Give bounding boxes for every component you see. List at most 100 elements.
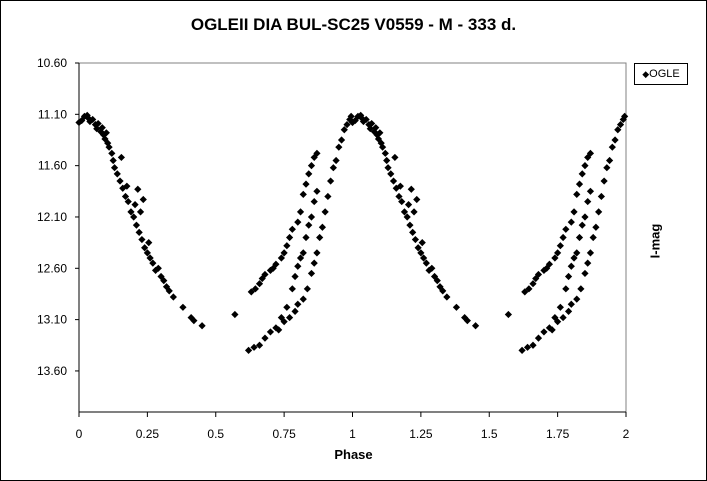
data-point bbox=[463, 317, 471, 325]
data-point bbox=[409, 228, 417, 236]
data-point bbox=[102, 129, 110, 137]
data-point bbox=[521, 288, 529, 296]
data-point bbox=[329, 164, 337, 172]
data-point bbox=[108, 149, 116, 157]
data-point bbox=[378, 143, 387, 151]
x-tick-label: 0.25 bbox=[136, 427, 160, 441]
data-point bbox=[400, 208, 409, 216]
data-point bbox=[272, 260, 280, 268]
data-point bbox=[305, 221, 313, 229]
data-point bbox=[299, 190, 307, 198]
data-point bbox=[414, 244, 422, 252]
data-point bbox=[75, 118, 83, 127]
data-point bbox=[354, 112, 362, 120]
data-point bbox=[149, 259, 157, 267]
data-point bbox=[540, 328, 548, 336]
data-point bbox=[321, 208, 329, 216]
data-point bbox=[586, 249, 595, 257]
data-point bbox=[121, 192, 130, 201]
data-point bbox=[113, 170, 121, 178]
data-point bbox=[584, 197, 592, 206]
data-point bbox=[439, 287, 447, 295]
legend-entry: OGLE bbox=[649, 68, 680, 80]
data-point bbox=[138, 235, 146, 244]
data-point bbox=[299, 295, 307, 303]
data-point bbox=[523, 343, 532, 351]
data-point bbox=[244, 346, 253, 355]
data-point bbox=[411, 235, 420, 244]
data-point bbox=[303, 285, 311, 293]
data-point bbox=[294, 262, 302, 270]
data-point bbox=[366, 125, 374, 133]
y-tick-label: 12.10 bbox=[37, 210, 67, 224]
data-point bbox=[340, 126, 348, 134]
data-point bbox=[277, 254, 285, 262]
data-point bbox=[261, 334, 269, 342]
y-tick-label: 10.60 bbox=[37, 56, 67, 70]
data-point bbox=[283, 242, 291, 250]
data-point bbox=[291, 307, 299, 316]
data-point bbox=[377, 139, 385, 147]
data-point bbox=[165, 287, 173, 295]
data-point bbox=[307, 269, 316, 278]
data-point bbox=[589, 233, 597, 242]
data-point bbox=[324, 192, 332, 201]
data-point bbox=[387, 170, 395, 178]
data-point bbox=[294, 218, 302, 226]
x-tick-label: 0.5 bbox=[207, 427, 224, 441]
data-point bbox=[586, 187, 595, 195]
data-point bbox=[296, 208, 305, 216]
x-tick-label: 2 bbox=[623, 427, 630, 441]
data-point bbox=[365, 120, 373, 129]
data-point bbox=[595, 208, 603, 216]
data-point bbox=[564, 272, 573, 281]
data-point bbox=[471, 322, 480, 330]
data-point bbox=[310, 197, 318, 206]
data-point bbox=[570, 254, 578, 262]
chart-title: OGLEII DIA BUL-SC25 V0559 - M - 333 d. bbox=[190, 15, 517, 34]
data-point bbox=[529, 341, 537, 349]
data-point bbox=[362, 115, 370, 124]
data-point bbox=[578, 221, 586, 229]
data-point bbox=[316, 233, 324, 242]
data-point bbox=[570, 208, 578, 216]
data-point bbox=[154, 264, 162, 272]
data-point bbox=[603, 164, 611, 172]
data-point bbox=[368, 119, 376, 128]
data-point bbox=[420, 254, 428, 262]
data-point bbox=[251, 285, 260, 293]
data-point bbox=[116, 177, 124, 185]
data-point bbox=[145, 239, 153, 247]
data-point bbox=[428, 264, 436, 272]
data-point bbox=[313, 187, 321, 195]
data-point bbox=[391, 153, 399, 162]
data-point bbox=[551, 254, 559, 262]
data-point bbox=[383, 156, 391, 165]
data-point bbox=[305, 170, 313, 178]
data-point bbox=[302, 180, 310, 188]
data-point bbox=[422, 259, 430, 267]
data-point bbox=[404, 201, 413, 209]
data-point bbox=[146, 254, 154, 262]
data-point bbox=[396, 182, 404, 190]
data-point bbox=[425, 266, 433, 274]
data-point bbox=[381, 149, 389, 157]
data-point bbox=[407, 185, 415, 193]
data-point bbox=[534, 270, 543, 279]
data-point bbox=[109, 156, 117, 165]
data-point bbox=[575, 180, 584, 188]
y-tick-label: 13.10 bbox=[37, 313, 67, 327]
data-point bbox=[299, 249, 307, 257]
data-point bbox=[288, 225, 296, 233]
data-point bbox=[335, 143, 343, 151]
data-point bbox=[525, 285, 533, 293]
data-point bbox=[198, 322, 206, 330]
data-point bbox=[160, 277, 168, 285]
data-point bbox=[573, 190, 581, 198]
data-point bbox=[179, 303, 187, 311]
data-point bbox=[302, 233, 310, 242]
data-point bbox=[548, 326, 556, 334]
y-tick-label: 13.60 bbox=[37, 364, 67, 378]
legend: ◆ OGLE bbox=[634, 63, 688, 85]
data-point bbox=[255, 280, 264, 288]
